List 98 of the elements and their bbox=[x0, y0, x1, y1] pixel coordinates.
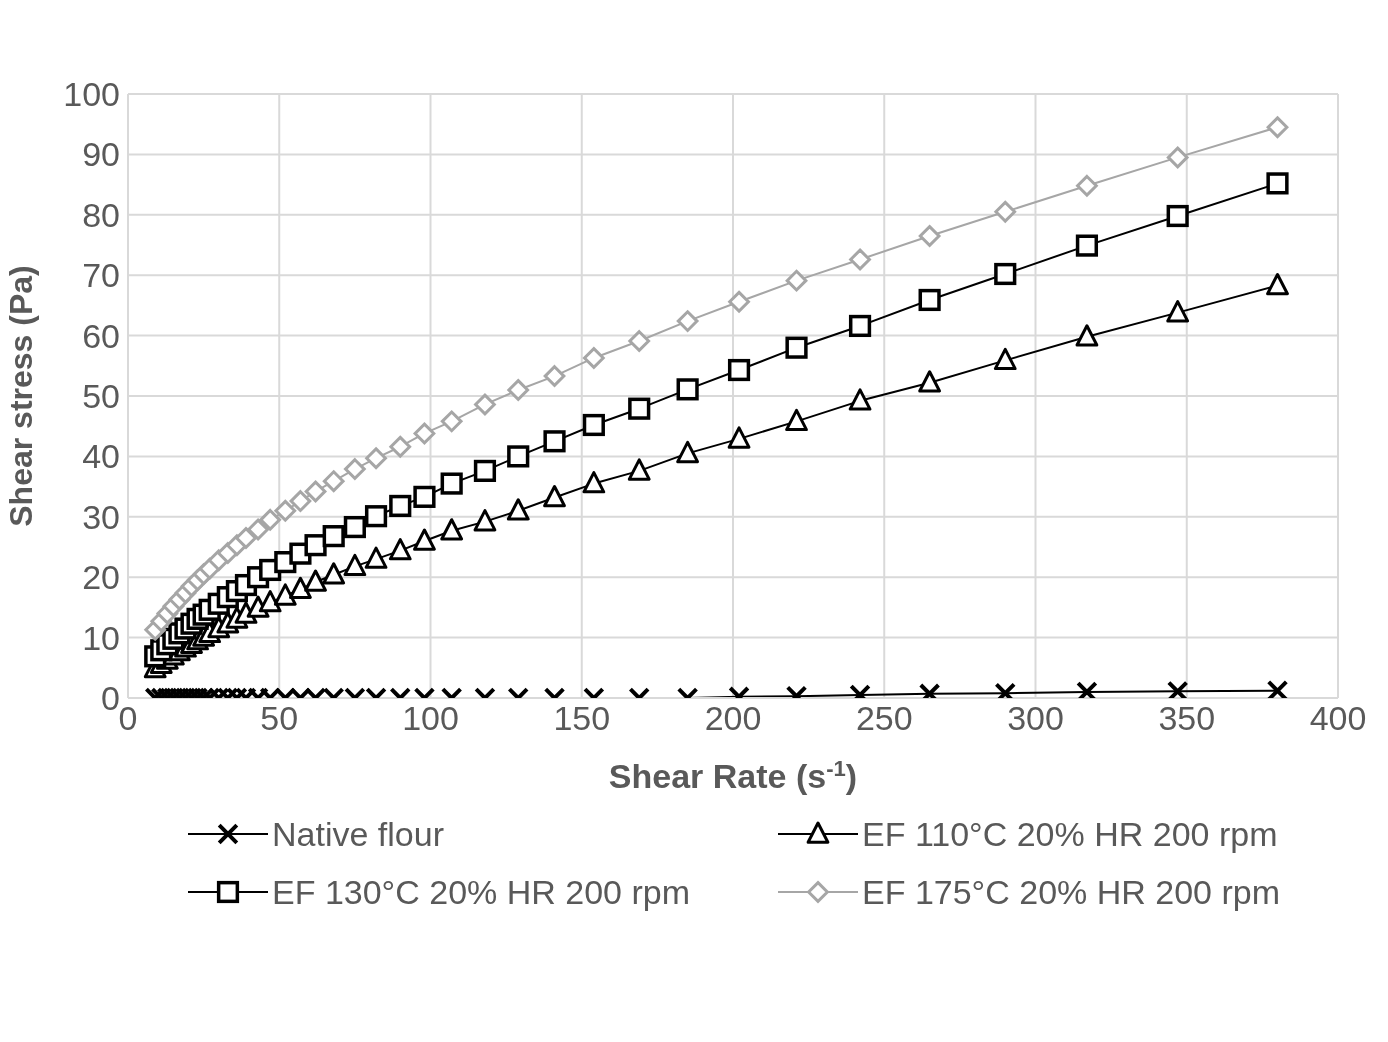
point bbox=[259, 508, 282, 531]
y-tick-label: 70 bbox=[82, 256, 120, 295]
point bbox=[582, 471, 606, 494]
point bbox=[247, 518, 269, 541]
point bbox=[676, 378, 699, 401]
point bbox=[543, 365, 566, 387]
point bbox=[388, 538, 412, 561]
point bbox=[413, 485, 436, 508]
point bbox=[274, 499, 297, 522]
point bbox=[785, 269, 808, 292]
y-tick-label: 20 bbox=[82, 558, 120, 597]
legend-label: EF 110°C 20% HR 200 rpm bbox=[862, 814, 1278, 854]
point bbox=[289, 490, 312, 512]
y-tick-label: 90 bbox=[82, 135, 120, 174]
x-tick-label: 150 bbox=[553, 699, 611, 738]
point bbox=[440, 472, 463, 495]
point bbox=[918, 370, 942, 393]
x-tick-label: 250 bbox=[855, 699, 913, 738]
point bbox=[627, 458, 651, 481]
point bbox=[1075, 324, 1099, 347]
point bbox=[258, 590, 282, 613]
point bbox=[994, 200, 1017, 223]
point bbox=[365, 447, 387, 470]
y-axis-title: Shear stress (Pa) bbox=[3, 265, 39, 527]
point bbox=[727, 358, 751, 382]
point bbox=[543, 430, 566, 453]
point bbox=[1166, 204, 1189, 228]
point bbox=[304, 569, 327, 592]
point bbox=[583, 347, 605, 369]
point bbox=[322, 525, 345, 548]
x-tick-label: 350 bbox=[1158, 699, 1216, 738]
point bbox=[507, 445, 530, 468]
y-tick-label: 80 bbox=[82, 195, 120, 234]
x-axis-title: Shear Rate (s$^{-1}$) bbox=[608, 755, 858, 795]
point bbox=[440, 410, 463, 433]
point bbox=[273, 583, 297, 606]
point bbox=[343, 515, 366, 539]
point bbox=[473, 459, 497, 482]
point bbox=[344, 458, 366, 480]
point bbox=[473, 509, 497, 532]
point bbox=[304, 534, 327, 557]
x-tick-label: 50 bbox=[260, 699, 299, 738]
point bbox=[1166, 300, 1190, 323]
point bbox=[918, 288, 941, 312]
point bbox=[628, 330, 651, 352]
point bbox=[289, 576, 312, 600]
point bbox=[1266, 172, 1289, 195]
y-tick-label: 30 bbox=[82, 497, 120, 536]
point bbox=[582, 413, 605, 437]
point bbox=[848, 388, 872, 411]
y-tick-label: 60 bbox=[82, 316, 120, 355]
point bbox=[389, 435, 412, 458]
y-tick-label: 10 bbox=[82, 618, 120, 657]
point bbox=[304, 480, 327, 503]
point bbox=[364, 505, 388, 528]
legend-label: Native flour bbox=[272, 814, 444, 854]
point bbox=[849, 248, 871, 271]
point bbox=[507, 379, 530, 401]
point bbox=[848, 314, 872, 338]
point bbox=[727, 426, 751, 449]
point bbox=[506, 498, 530, 521]
legend-label: EF 130°C 20% HR 200 rpm bbox=[272, 872, 690, 912]
legend-label: EF 175°C 20% HR 200 rpm bbox=[862, 872, 1280, 912]
y-tick-label: 40 bbox=[82, 437, 120, 476]
point bbox=[1266, 272, 1289, 296]
point bbox=[994, 262, 1017, 286]
y-tick-label: 50 bbox=[82, 377, 120, 416]
point bbox=[1076, 681, 1098, 698]
x-tick-label: 400 bbox=[1309, 699, 1367, 738]
point bbox=[1266, 679, 1289, 698]
point bbox=[1166, 680, 1189, 698]
x-tick-label: 300 bbox=[1007, 699, 1064, 738]
point bbox=[343, 553, 367, 577]
point bbox=[322, 562, 346, 585]
x-tick-label: 200 bbox=[704, 699, 762, 738]
point bbox=[1075, 234, 1099, 257]
point bbox=[628, 397, 651, 420]
x-tick-label: 100 bbox=[402, 699, 459, 738]
point bbox=[1076, 174, 1098, 197]
point bbox=[1266, 116, 1289, 139]
point bbox=[676, 440, 700, 464]
point bbox=[785, 336, 808, 359]
point bbox=[322, 470, 345, 493]
point bbox=[235, 527, 257, 549]
point bbox=[676, 310, 699, 332]
point bbox=[1166, 146, 1189, 169]
y-tick-label: 100 bbox=[63, 75, 120, 114]
point bbox=[785, 408, 808, 432]
point bbox=[389, 494, 412, 518]
point bbox=[413, 422, 436, 445]
point bbox=[474, 393, 496, 416]
point bbox=[728, 290, 750, 313]
point bbox=[993, 347, 1017, 371]
point bbox=[413, 528, 436, 551]
point bbox=[440, 518, 464, 541]
point bbox=[543, 484, 566, 508]
point bbox=[364, 546, 388, 569]
point bbox=[918, 225, 941, 247]
